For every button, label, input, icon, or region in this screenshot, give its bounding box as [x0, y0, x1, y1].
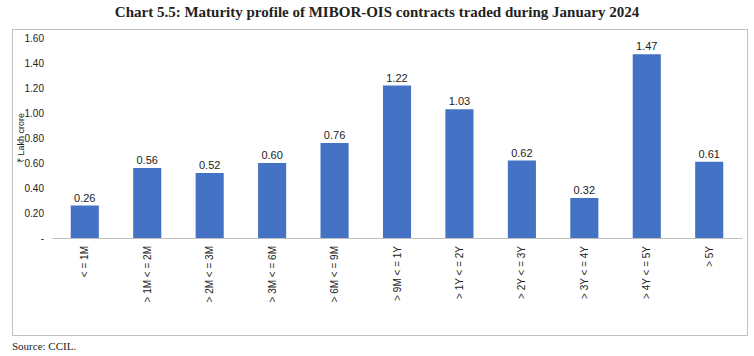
y-tick: -	[41, 233, 52, 244]
y-tick-label: 1.60	[25, 33, 45, 44]
data-label: 0.61	[699, 148, 720, 160]
data-label: 1.22	[386, 72, 407, 84]
title: Chart 5.5: Maturity profile of MIBOR-OIS…	[115, 4, 640, 20]
x-tick: > 6M < = 9M	[329, 246, 340, 302]
bar	[71, 206, 99, 239]
data-label: 0.76	[324, 129, 345, 141]
y-tick-label: 1.00	[25, 108, 45, 119]
x-tick: < = 1M	[79, 246, 90, 277]
x-tick: > 1Y < = 2Y	[454, 246, 465, 299]
y-tick-label: 0.20	[25, 208, 45, 219]
y-tick: 1.20	[25, 83, 52, 94]
y-tick: 1.00	[25, 108, 52, 119]
data-label: 0.60	[261, 149, 282, 161]
y-axis: - 0.20 0.40 0.60 0.80 1.00 1.20 1.40 1.60	[25, 33, 53, 244]
chart: Chart 5.5: Maturity profile of MIBOR-OIS…	[0, 0, 754, 356]
x-tick-label: > 2M < = 3M	[204, 246, 215, 302]
data-labels: 0.26 0.56 0.52 0.60 0.76 1.22 1.03 0.62 0.32 1.47…	[74, 40, 720, 203]
x-tick-label: > 2Y < = 3Y	[516, 246, 527, 299]
x-tick: > 2Y < = 3Y	[516, 246, 527, 299]
x-axis: < = 1M > 1M < = 2M > 2M < = 3M > 3M < = 6M >…	[53, 239, 743, 303]
x-tick: > 2M < = 3M	[204, 246, 215, 302]
y-tick: 0.60	[25, 158, 52, 169]
data-label: 0.62	[511, 147, 532, 159]
y-axis-title: ₹ Lakh crore	[16, 113, 26, 163]
x-tick-label: > 1M < = 2M	[142, 246, 153, 302]
chart-frame	[13, 30, 748, 336]
bar	[383, 86, 411, 239]
x-axis-line	[53, 238, 743, 239]
x-tick-label: > 4Y < = 5Y	[641, 246, 652, 299]
y-tick-label: 0.40	[25, 183, 45, 194]
x-tick: > 3M < = 6M	[267, 246, 278, 302]
x-tick-label: > 1Y < = 2Y	[454, 246, 465, 299]
y-axis-line	[52, 39, 53, 239]
bar	[570, 198, 598, 238]
data-label: 0.32	[574, 184, 595, 196]
y-tick: 1.60	[25, 33, 52, 44]
y-tick-label: 0.60	[25, 158, 45, 169]
data-label: 1.47	[636, 40, 657, 52]
bars	[71, 54, 724, 238]
y-tick-label: 1.20	[25, 83, 45, 94]
x-tick: > 3Y < = 4Y	[579, 246, 590, 299]
data-label: 0.52	[199, 159, 220, 171]
data-label: 0.56	[137, 154, 158, 166]
bar	[633, 54, 661, 238]
bar	[258, 163, 286, 238]
x-tick-label: > 9M < = 1Y	[392, 246, 403, 301]
x-tick: > 9M < = 1Y	[392, 246, 403, 301]
bar	[133, 168, 161, 238]
bar	[508, 161, 536, 239]
x-tick-label: < = 1M	[79, 246, 90, 277]
x-tick-label: > 5Y	[704, 246, 715, 267]
bar	[196, 173, 224, 238]
source: Source: CCIL.	[12, 340, 76, 352]
y-tick: 0.20	[25, 208, 52, 219]
x-tick-label: > 3Y < = 4Y	[579, 246, 590, 299]
bar	[321, 143, 349, 238]
x-tick: > 1M < = 2M	[142, 246, 153, 302]
y-tick: 1.40	[25, 58, 52, 69]
x-tick-label: > 3M < = 6M	[267, 246, 278, 302]
bar	[445, 109, 473, 238]
y-tick: 0.40	[25, 183, 52, 194]
bar	[695, 162, 723, 238]
data-label: 1.03	[449, 95, 470, 107]
x-tick: > 5Y	[704, 246, 715, 267]
y-tick-label: -	[41, 233, 44, 244]
y-tick-label: 0.80	[25, 133, 45, 144]
x-tick: > 4Y < = 5Y	[641, 246, 652, 299]
x-tick-label: > 6M < = 9M	[329, 246, 340, 302]
y-tick-label: 1.40	[25, 58, 45, 69]
data-label: 0.26	[74, 192, 95, 204]
y-tick: 0.80	[25, 133, 52, 144]
